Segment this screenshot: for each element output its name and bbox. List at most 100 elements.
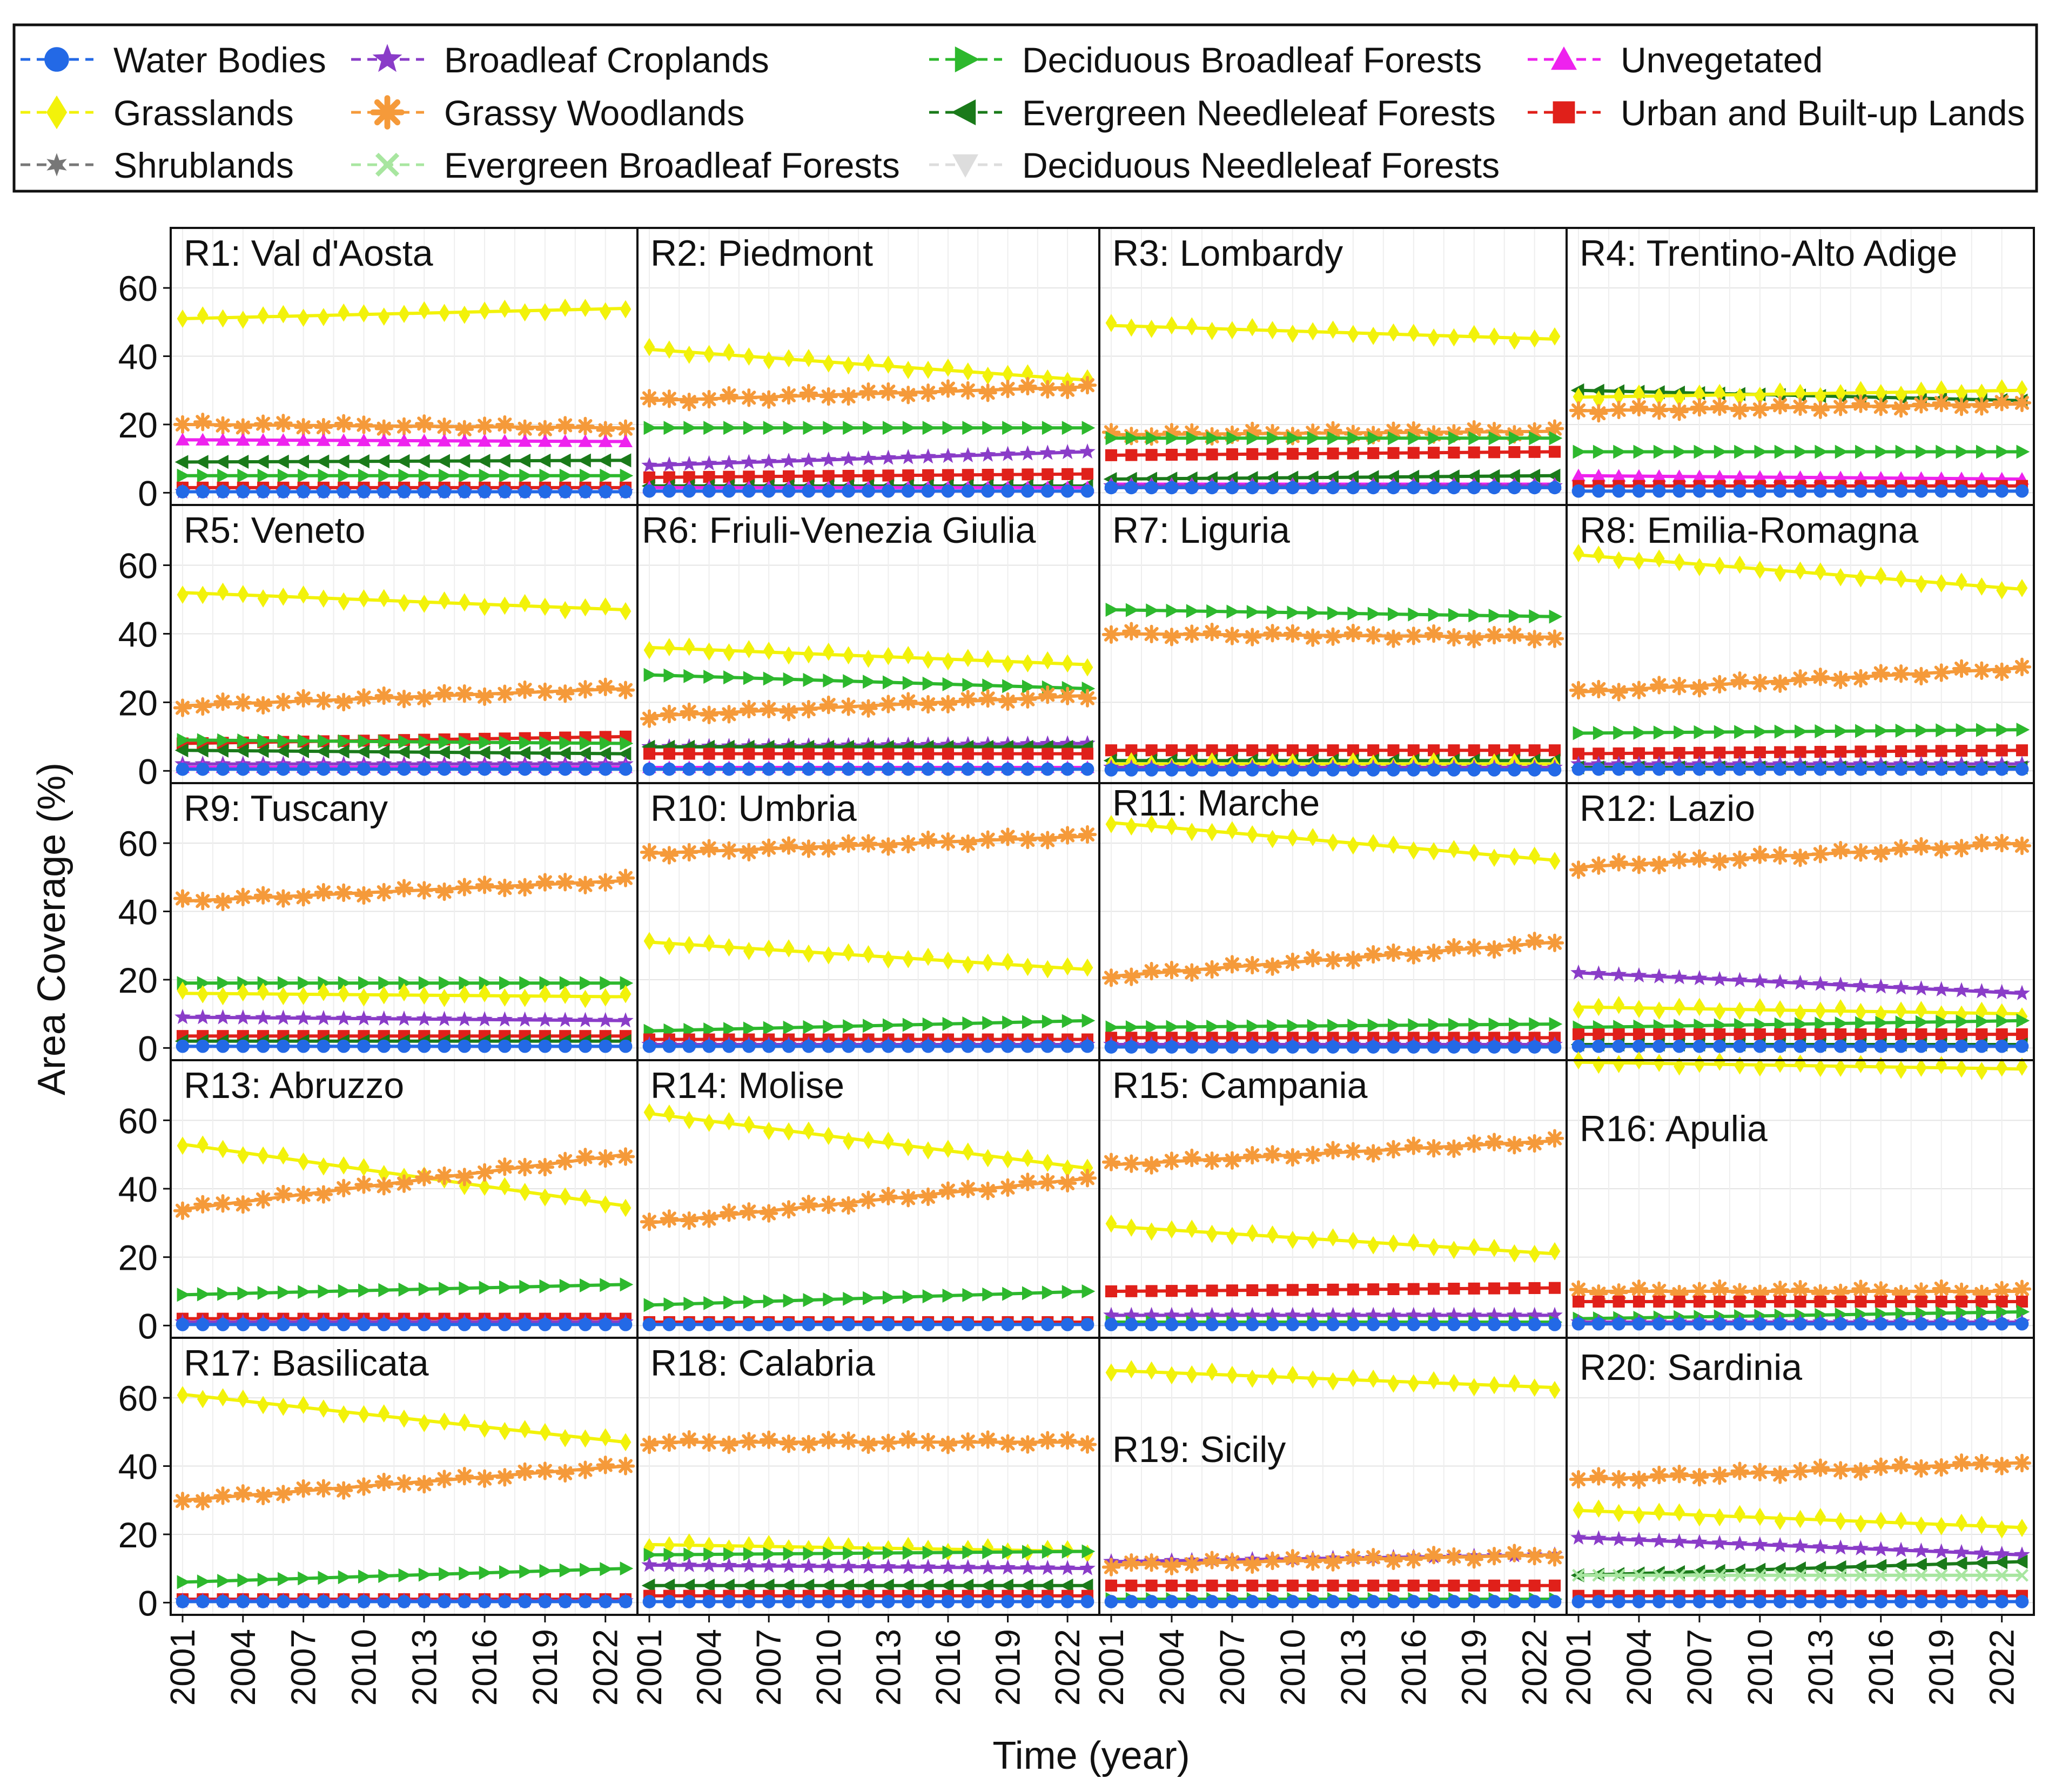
- point-urban: [1125, 1579, 1138, 1592]
- point-grass: [1529, 846, 1541, 865]
- point-gwood: [1690, 398, 1709, 417]
- point-urban: [1286, 448, 1299, 460]
- point-bcrop: [1059, 1560, 1076, 1575]
- point-grass: [1488, 848, 1500, 867]
- point-water: [1793, 484, 1807, 498]
- point-water: [842, 1039, 855, 1053]
- point-gwood: [1670, 1464, 1689, 1484]
- point-bcrop: [1345, 1306, 1361, 1322]
- point-water: [1145, 481, 1158, 495]
- point-water: [802, 1039, 816, 1053]
- point-urban: [1145, 1579, 1158, 1592]
- point-bcrop: [1671, 969, 1688, 985]
- point-gwood: [1972, 1453, 1991, 1473]
- point-bcrop: [820, 1558, 837, 1574]
- point-water: [498, 762, 512, 776]
- point-dbf: [519, 468, 533, 483]
- point-urban: [782, 747, 795, 760]
- point-urban: [1206, 1284, 1218, 1297]
- point-water: [1185, 481, 1199, 495]
- point-water: [599, 485, 613, 498]
- point-gwood: [435, 684, 454, 703]
- point-gwood: [1464, 938, 1483, 957]
- x-tick-label: 2007: [284, 1629, 323, 1706]
- point-gwood: [859, 1190, 878, 1209]
- point-grass: [643, 338, 655, 356]
- point-dbf: [1976, 1014, 1990, 1028]
- x-tick-label: 2007: [749, 1629, 788, 1706]
- point-water: [981, 484, 995, 498]
- point-gwood: [879, 382, 898, 401]
- point-grass: [1976, 1515, 1987, 1534]
- point-water: [1266, 1318, 1279, 1331]
- point-dbf: [237, 733, 251, 748]
- point-dbf: [318, 734, 332, 749]
- point-dbf: [439, 1282, 452, 1296]
- point-enf: [194, 743, 209, 758]
- point-dbf: [1062, 1285, 1076, 1299]
- point-urban: [922, 469, 935, 481]
- point-grass: [217, 987, 229, 1006]
- point-water: [1995, 484, 2009, 498]
- point-water: [682, 762, 696, 776]
- point-urban: [1996, 1295, 2008, 1308]
- point-grass: [1022, 654, 1033, 673]
- point-water: [458, 762, 472, 776]
- point-grass: [1774, 1512, 1786, 1530]
- point-dbf: [580, 468, 593, 483]
- point-dbf: [1408, 431, 1422, 446]
- point-gwood: [978, 1181, 997, 1201]
- point-gwood: [1202, 1151, 1221, 1170]
- point-gwood: [1891, 839, 1911, 858]
- point-urban: [1613, 1028, 1625, 1041]
- point-gwood: [938, 1436, 958, 1454]
- point-grass: [1613, 995, 1625, 1014]
- point-water: [1266, 481, 1279, 495]
- point-dbf: [882, 675, 896, 690]
- point-water: [882, 1039, 895, 1053]
- point-urban: [1794, 746, 1806, 758]
- point-gwood: [294, 417, 313, 437]
- series-r16-gwood: [1569, 1279, 2032, 1304]
- point-gwood: [1018, 690, 1037, 709]
- point-dbf: [1653, 725, 1667, 740]
- point-dbf: [1835, 444, 1849, 459]
- point-gwood: [1038, 831, 1057, 850]
- point-urban: [1428, 1579, 1440, 1592]
- point-dbf: [663, 668, 677, 683]
- point-gwood: [435, 1470, 454, 1488]
- point-water: [1894, 1595, 1908, 1608]
- series-r16-water: [1571, 1317, 2029, 1331]
- panel-r11: R11: Marche: [1098, 782, 1568, 1061]
- point-water: [317, 1318, 331, 1331]
- point-grass: [1593, 1499, 1604, 1518]
- point-dbf: [237, 468, 251, 483]
- point-gwood: [1222, 626, 1242, 645]
- point-grass: [257, 1396, 269, 1414]
- point-grass: [1815, 1508, 1826, 1526]
- point-grass: [1674, 1057, 1685, 1076]
- point-dbf: [1081, 421, 1096, 435]
- point-gwood: [839, 1196, 858, 1215]
- point-grass: [1774, 564, 1786, 582]
- point-dbf: [1448, 1018, 1462, 1032]
- point-ebf: [1753, 1568, 1766, 1582]
- x-tick-label: 2007: [1680, 1629, 1719, 1706]
- point-water: [337, 1318, 351, 1331]
- point-urban: [1206, 744, 1218, 757]
- point-gwood: [1464, 420, 1483, 439]
- point-water: [1773, 1595, 1787, 1608]
- point-bcrop: [1832, 976, 1849, 992]
- point-grass: [1002, 1150, 1013, 1169]
- point-grass: [1468, 1238, 1480, 1257]
- point-grass: [1367, 1236, 1379, 1255]
- point-bcrop: [1772, 973, 1789, 989]
- point-bcrop: [1570, 1529, 1587, 1545]
- point-gwood: [495, 684, 514, 703]
- point-gwood: [1363, 1144, 1383, 1163]
- point-urban: [882, 747, 895, 760]
- point-gwood: [1750, 1284, 1770, 1303]
- point-gwood: [1078, 1169, 1097, 1188]
- point-grass: [1367, 1369, 1379, 1388]
- panel-title-r11: R11: Marche: [1112, 783, 1320, 824]
